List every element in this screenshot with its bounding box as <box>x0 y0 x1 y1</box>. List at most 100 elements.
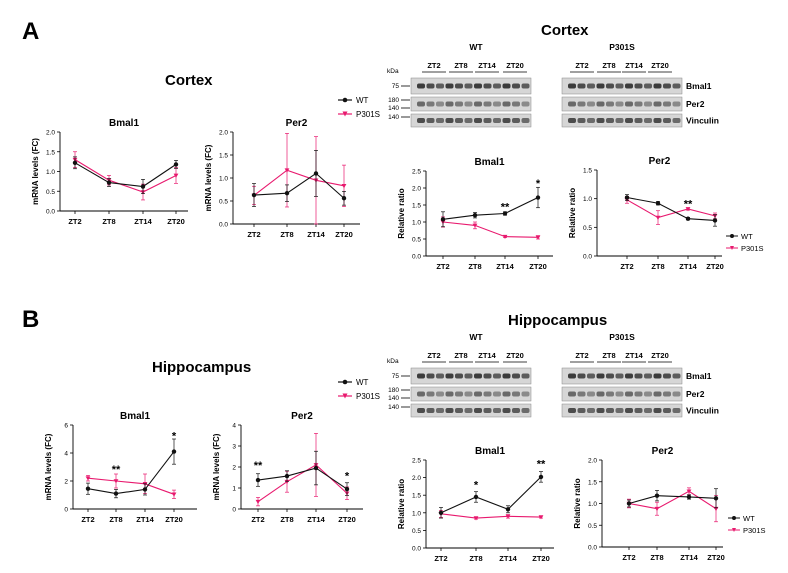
significance-annotation: * <box>345 470 350 482</box>
blot-band <box>672 373 681 379</box>
x-tick-label: ZT8 <box>280 515 293 524</box>
cortex-wb-title: Cortex <box>541 22 589 39</box>
data-point <box>255 499 261 505</box>
data-point <box>284 473 290 479</box>
y-tick-label: 0.0 <box>412 254 421 261</box>
legend-p301s-marker <box>342 393 348 399</box>
blot-strip <box>410 77 532 95</box>
blot-band <box>606 118 614 123</box>
y-axis-label: mRNA levels (FC) <box>212 433 221 500</box>
chart-b3: Bmal1 0.0 0.5 1.0 1.5 2.0 2.5 Relative ratio ZT2… <box>397 446 554 563</box>
blot-band <box>521 408 530 413</box>
blot-band <box>417 101 425 107</box>
y-tick-label: 2.0 <box>412 475 421 482</box>
series-wt <box>626 488 719 509</box>
protein-label: Bmal1 <box>686 371 712 381</box>
y-tick-label: 1.0 <box>46 169 55 176</box>
significance-annotation: * <box>536 178 541 190</box>
series-wt-line <box>87 451 175 495</box>
y-tick-label: 2 <box>232 465 236 472</box>
x-tick-label: ZT20 <box>706 262 724 271</box>
blot-band <box>417 391 425 397</box>
data-point <box>313 178 319 183</box>
series-p301s <box>85 473 177 499</box>
blot-band <box>436 391 444 397</box>
blot-band <box>625 101 633 107</box>
significance-annotation: * <box>474 480 479 492</box>
data-point <box>255 477 261 483</box>
y-tick-label: 1.0 <box>583 196 592 203</box>
legend-b: WT P301S <box>338 378 380 401</box>
y-tick-label: 0.0 <box>219 222 228 229</box>
blot-band <box>502 373 511 379</box>
blot-band <box>587 101 595 107</box>
x-tick-label: ZT8 <box>109 515 122 524</box>
blot-strip <box>410 113 532 128</box>
x-tick-label: ZT8 <box>469 554 482 563</box>
data-point <box>113 491 119 496</box>
data-point <box>713 506 719 512</box>
series-wt <box>251 150 347 207</box>
x-tick-label: ZT20 <box>707 553 725 562</box>
data-point <box>113 479 119 484</box>
kda-marker: 75 <box>392 83 400 90</box>
y-tick-label: 1.0 <box>588 501 597 508</box>
blot-band <box>625 83 633 89</box>
blot-band <box>634 101 643 107</box>
blot-band <box>653 101 662 107</box>
series-wt <box>624 194 718 227</box>
chart-title: Bmal1 <box>109 118 139 129</box>
y-axis-label: Relative ratio <box>568 188 577 238</box>
blot-band <box>587 373 595 379</box>
data-point <box>106 180 112 185</box>
blot-band <box>464 118 473 123</box>
blot-band <box>615 83 624 89</box>
data-point <box>341 196 347 201</box>
blot-strip <box>561 367 683 385</box>
data-point <box>284 168 290 173</box>
blot-band <box>436 101 444 107</box>
blot-band <box>445 118 454 123</box>
data-point <box>85 486 91 491</box>
data-point <box>85 476 91 481</box>
significance-annotation: ** <box>537 459 546 471</box>
blot-band <box>672 83 681 89</box>
blot-band <box>417 118 425 123</box>
x-tick-label: ZT14 <box>499 554 517 563</box>
y-tick-label: 1.5 <box>46 149 55 156</box>
blot-band <box>587 391 595 397</box>
x-tick-label: ZT8 <box>468 262 481 271</box>
blot-band <box>502 101 511 107</box>
data-point <box>505 507 511 512</box>
series-wt-line <box>440 476 542 514</box>
blot-band <box>521 373 530 379</box>
x-tick-label: ZT20 <box>167 217 185 226</box>
kda-label: kDa <box>387 358 399 365</box>
legend-wt-marker <box>342 97 348 103</box>
blot-band <box>464 408 473 413</box>
blot-band <box>493 83 501 89</box>
series-wt-line <box>628 495 717 505</box>
y-tick-label: 1.5 <box>412 203 421 210</box>
chart-title: Bmal1 <box>474 157 504 168</box>
legend-wt-marker <box>732 516 736 520</box>
data-point <box>654 506 660 512</box>
blot-band <box>426 118 435 123</box>
data-point <box>173 162 179 167</box>
blot-band <box>521 101 530 107</box>
blot-band <box>455 101 463 107</box>
group-label-wt: WT <box>469 42 483 52</box>
zt-label: ZT2 <box>575 351 588 360</box>
blot-band <box>644 391 652 397</box>
y-tick-label: 1 <box>232 486 236 493</box>
data-point <box>713 496 719 501</box>
data-point <box>473 516 479 521</box>
blot-band <box>663 373 671 379</box>
series-wt <box>72 156 179 194</box>
kda-label: kDa <box>387 68 399 75</box>
chart-b1: Bmal1 0 2 4 6 mRNA levels (FC) ZT2 ZT8 ZT14 ZT20 *… <box>44 411 197 524</box>
legend-p301s-marker <box>730 246 734 250</box>
blot-band <box>436 83 444 89</box>
data-point <box>106 178 112 183</box>
